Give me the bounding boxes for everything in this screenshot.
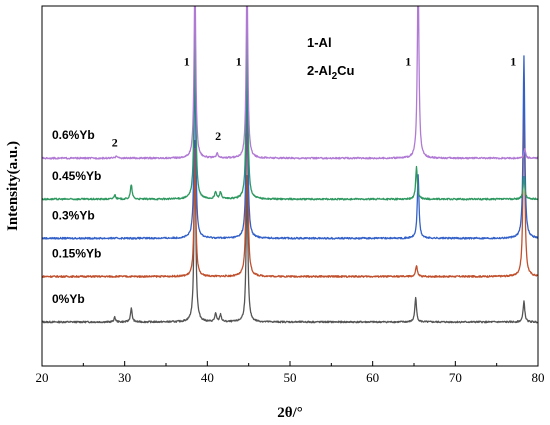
legend-line-al-prefix: 1-Al (307, 35, 332, 50)
series-label-4: 0.6%Yb (52, 128, 95, 142)
legend-line-al2cu-sub: 2 (332, 71, 338, 82)
x-tick-label-3: 50 (284, 370, 297, 385)
series-line-4 (42, 6, 538, 160)
x-tick-label-0: 20 (36, 370, 49, 385)
series-layer (42, 6, 538, 324)
series-line-2 (42, 55, 538, 240)
x-tick-label-2: 40 (201, 370, 214, 385)
x-tick-label-5: 70 (449, 370, 462, 385)
series-label-3: 0.45%Yb (52, 169, 101, 183)
legend-line-al2cu-prefix: 2-Al (307, 63, 332, 78)
series-line-0 (42, 139, 538, 324)
legend-line-al: 1-Al (307, 35, 332, 50)
series-label-0: 0%Yb (52, 292, 85, 306)
peak-annotation-3: 1 (510, 54, 516, 68)
series-line-1 (42, 94, 538, 278)
x-tick-label-6: 80 (532, 370, 545, 385)
x-tick-label-4: 60 (366, 370, 379, 385)
peak-annotation-0: 1 (184, 54, 190, 68)
x-axis-title: 2θ/° (277, 405, 303, 421)
peak-annotation-4: 2 (112, 135, 118, 149)
legend-line-al2cu: 2-Al2Cu (307, 63, 355, 82)
series-label-2: 0.3%Yb (52, 208, 95, 222)
peak-annotation-2: 1 (405, 54, 411, 68)
axes-layer: 20 30 40 50 60 70 80 (36, 361, 545, 385)
series-label-1: 0.15%Yb (52, 247, 101, 261)
series-line-3 (42, 15, 538, 201)
x-tick-label-1: 30 (118, 370, 131, 385)
peak-annotation-5: 2 (215, 129, 221, 143)
plot-frame (41, 5, 539, 367)
peak-annotation-1: 1 (236, 54, 242, 68)
labels-layer: 0%Yb 0.15%Yb 0.3%Yb 0.45%Yb 0.6%Yb 1 1 1 1 2 2 (52, 54, 516, 306)
legend-line-al2cu-suffix: Cu (337, 63, 354, 78)
y-axis-title: Intensity(a.u.) (5, 141, 21, 231)
